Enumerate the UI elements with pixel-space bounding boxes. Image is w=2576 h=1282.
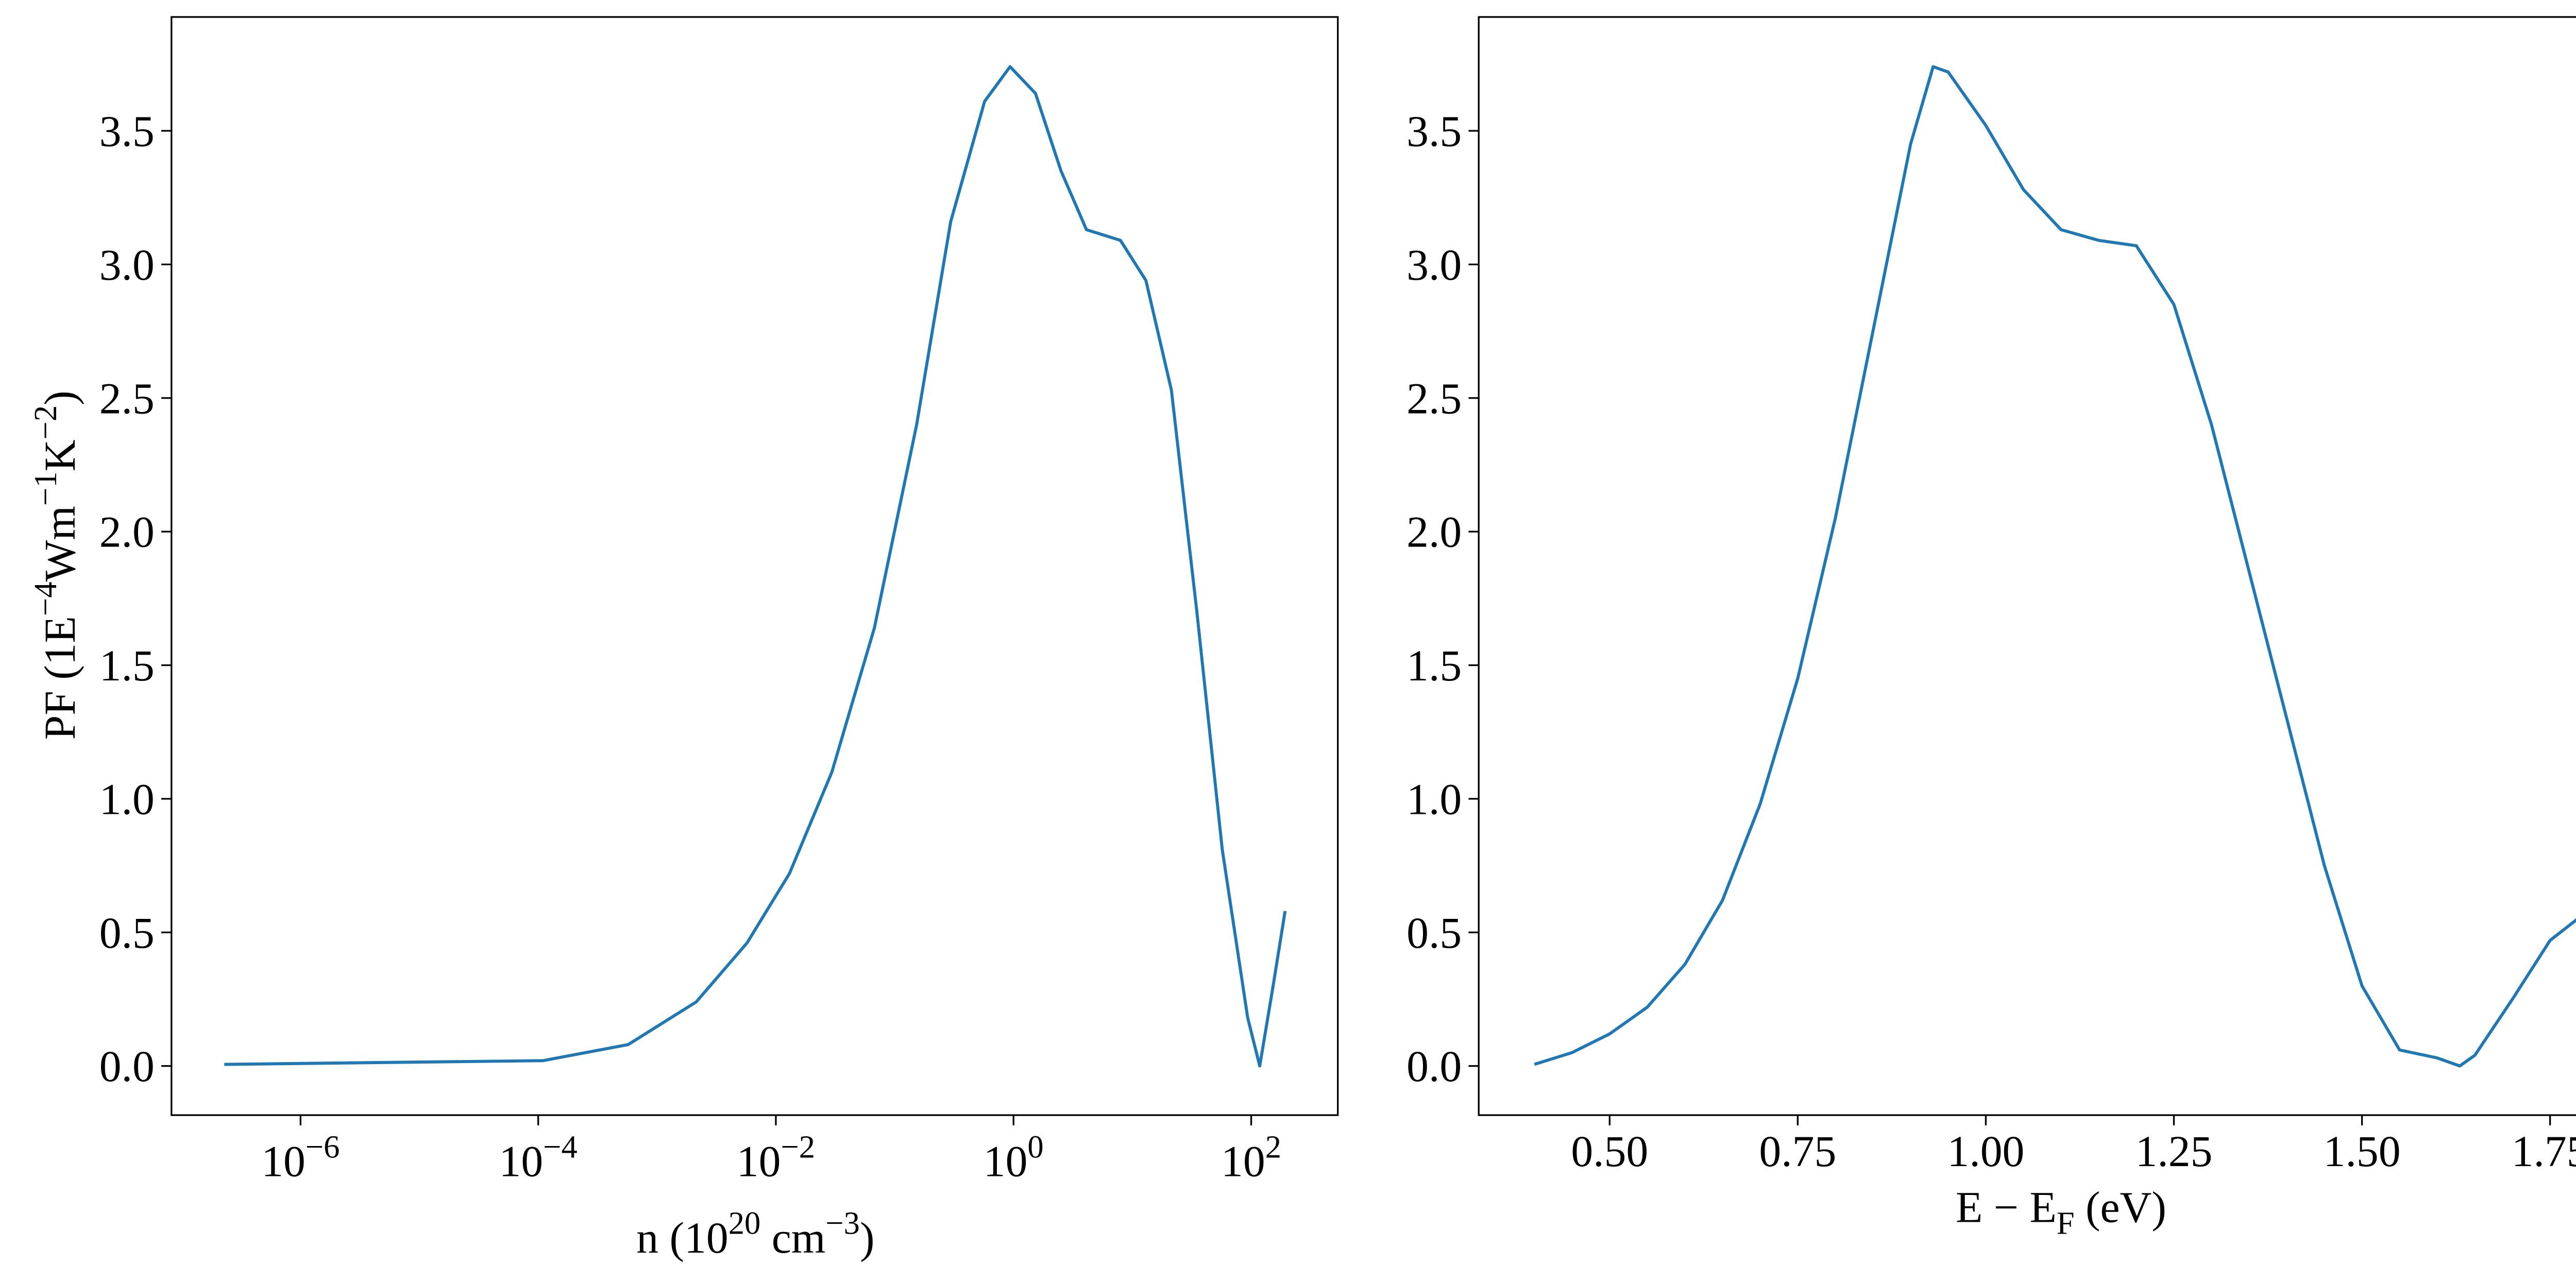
y-tick-label: 3.5: [99, 107, 155, 156]
tick-base: 10: [261, 1137, 306, 1186]
tick-exponent: −4: [543, 1129, 578, 1165]
label-part: K: [36, 439, 84, 471]
y-tick-label: 2.0: [1406, 508, 1462, 557]
y-tick-label: 3.0: [99, 241, 155, 289]
x-axis-label: E − EF (eV): [1956, 1183, 2166, 1241]
tick-exponent: 2: [1265, 1129, 1281, 1165]
x-tick-label: 1.25: [2136, 1127, 2213, 1176]
x-tick-label: 10−6: [261, 1129, 340, 1186]
label-sup: −4: [27, 582, 63, 616]
x-tick-label: 1.50: [2324, 1127, 2401, 1176]
y-axis-label: PF (1E−4Wm−1K−2): [27, 390, 84, 740]
data-line: [1534, 65, 2576, 1068]
y-tick-label: 0.0: [1406, 1042, 1462, 1091]
x-tick-label: 1.75: [2512, 1127, 2576, 1176]
label-part: Wm: [36, 506, 84, 582]
label-part: PF (1E: [36, 616, 84, 740]
y-tick-label: 1.0: [1406, 775, 1462, 824]
tick-exponent: −2: [781, 1129, 815, 1165]
data-line: [224, 65, 1287, 1068]
y-tick-label: 0.5: [1406, 909, 1462, 958]
axes-frame: [1478, 16, 2576, 1116]
x-tick-label: 10−4: [499, 1129, 578, 1186]
x-tick-label: 0.75: [1759, 1127, 1836, 1176]
axes-frame: [171, 16, 1339, 1116]
y-tick-label: 2.0: [99, 508, 155, 557]
y-tick-label: 3.5: [1406, 107, 1462, 156]
y-tick-label: 0.5: [99, 909, 155, 958]
label-sup: −3: [825, 1205, 860, 1241]
tick-base: 10: [737, 1137, 781, 1186]
label-sub: F: [2057, 1205, 2075, 1241]
x-tick-label: 10−2: [737, 1129, 815, 1186]
y-tick-label: 0.0: [99, 1042, 155, 1091]
label-part: E − E: [1956, 1183, 2057, 1232]
tick-exponent: 0: [1027, 1129, 1043, 1165]
tick-base: 10: [1221, 1137, 1265, 1186]
x-axis-label: n (1020 cm−3): [636, 1205, 874, 1262]
y-tick-label: 1.5: [99, 641, 155, 690]
x-tick-label: 1.00: [1947, 1127, 2024, 1176]
tick-exponent: −6: [306, 1129, 340, 1165]
label-part: ): [36, 390, 84, 405]
label-part: n (10: [636, 1213, 728, 1262]
x-tick-label: 100: [984, 1129, 1044, 1186]
label-sup: −1: [27, 471, 63, 506]
y-tick-label: 1.0: [99, 775, 155, 824]
y-tick-label: 3.0: [1406, 241, 1462, 289]
x-tick-label: 0.50: [1571, 1127, 1648, 1176]
x-tick-label: 102: [1221, 1129, 1281, 1186]
label-sup: −2: [27, 405, 63, 440]
y-tick-label: 1.5: [1406, 641, 1462, 690]
label-part: ): [860, 1213, 875, 1262]
tick-base: 10: [984, 1137, 1028, 1186]
tick-base: 10: [499, 1137, 544, 1186]
label-part: cm: [760, 1213, 825, 1262]
y-tick-label: 2.5: [1406, 374, 1462, 423]
label-part: (eV): [2075, 1183, 2166, 1232]
y-tick-label: 2.5: [99, 374, 155, 423]
label-sup: 20: [728, 1205, 761, 1241]
